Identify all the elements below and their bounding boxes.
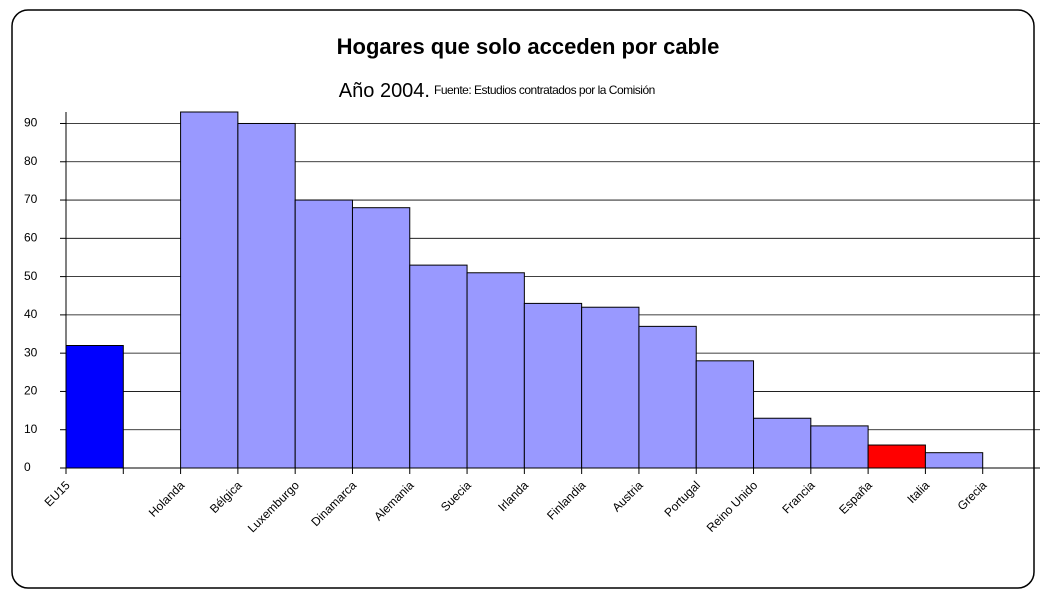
bar xyxy=(867,444,926,469)
y-tick-label: 50 xyxy=(24,269,38,283)
bar xyxy=(65,345,124,469)
bar xyxy=(581,306,640,469)
chart-title: Hogares que solo acceden por cable xyxy=(337,34,720,59)
bar xyxy=(523,302,583,469)
bar xyxy=(810,425,869,469)
bar xyxy=(409,264,468,469)
bar xyxy=(180,111,239,469)
bar xyxy=(753,417,812,469)
y-tick-label: 40 xyxy=(24,307,38,321)
chart-source: Fuente: Estudios contratados por la Comi… xyxy=(434,83,655,97)
y-tick-label: 0 xyxy=(24,460,31,474)
chart-subtitle: Año 2004. xyxy=(339,80,430,102)
bar xyxy=(237,122,296,469)
bar xyxy=(294,199,353,469)
y-tick-label: 10 xyxy=(24,422,38,436)
y-tick-label: 30 xyxy=(24,345,38,359)
bar xyxy=(695,360,755,469)
y-tick-label: 60 xyxy=(24,230,38,244)
bar xyxy=(638,325,697,469)
y-tick-label: 90 xyxy=(24,116,38,130)
y-tick-label: 80 xyxy=(24,154,38,168)
y-tick-label: 20 xyxy=(24,384,38,398)
bar xyxy=(924,452,984,469)
bar xyxy=(351,207,411,469)
bar xyxy=(466,272,525,469)
y-tick-label: 70 xyxy=(24,192,38,206)
